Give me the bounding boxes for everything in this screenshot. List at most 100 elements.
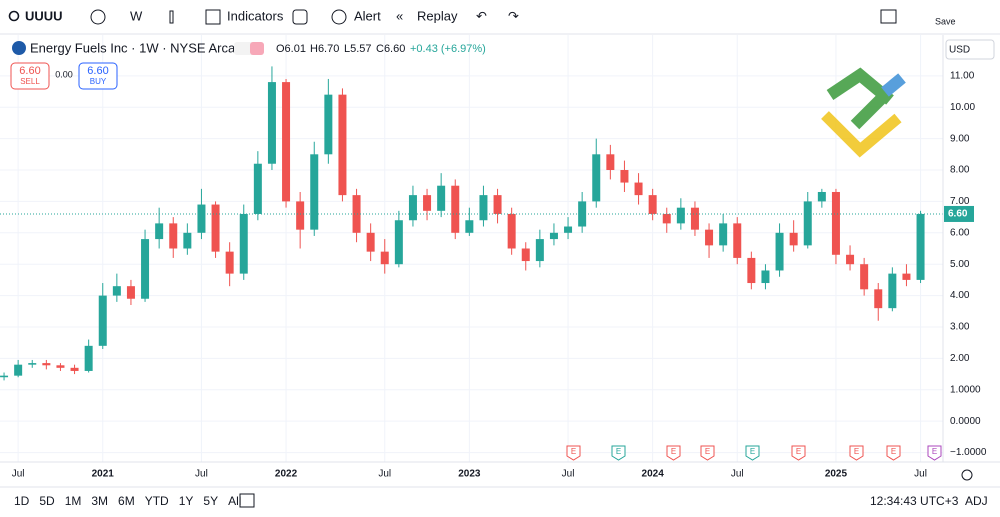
event[interactable]: E [666,445,681,461]
templates-icon[interactable] [292,9,308,25]
candle-body [296,201,305,230]
event-label[interactable]: E [571,447,576,456]
candle-body [408,195,417,221]
logo-yellow [821,111,902,158]
currency[interactable]: USD [949,45,970,56]
candle-body [789,232,798,246]
x-tick-label: Jul [914,469,927,480]
event-label[interactable]: E [891,447,896,456]
x-tick-label: Jul [731,469,744,480]
x-tick-label: 2024 [642,469,665,480]
candle-body [874,289,883,309]
event-label[interactable]: E [705,447,710,456]
candle-body [846,254,855,265]
candle-body [831,191,840,255]
candle-body [719,223,728,246]
event[interactable]: E [611,445,626,461]
event[interactable]: E [745,445,760,461]
candle-body [310,154,319,230]
legend-title: Energy Fuels Inc · 1W · NYSE Arca [30,40,236,55]
candle-body [169,223,178,249]
legend-high: H6.70 [310,43,339,55]
add-icon[interactable] [90,9,106,25]
event[interactable]: E [700,445,715,461]
candle-body [183,232,192,249]
range-button[interactable]: YTD [145,494,169,508]
event-label[interactable]: E [750,447,755,456]
candle-body [239,213,248,274]
range-button[interactable]: 1M [65,494,82,508]
range-button[interactable]: 5Y [203,494,218,508]
symbol[interactable]: UUUU [25,8,63,23]
candle-body [253,163,262,214]
y-tick-label: 7.00 [950,196,970,207]
logo-green2 [850,90,890,130]
candle-body [705,229,714,246]
event[interactable]: E [927,445,942,461]
indicators-icon[interactable] [205,9,221,25]
range-button[interactable]: 5D [39,494,55,508]
candle-body [733,223,742,258]
event[interactable]: E [566,445,581,461]
range-button[interactable]: All [228,494,241,508]
currency-box[interactable] [945,39,995,60]
candle-body [549,232,558,240]
redo[interactable]: ↷ [508,8,519,23]
interval[interactable]: W [130,8,143,23]
event-label[interactable]: E [854,447,859,456]
layout-icon[interactable] [880,9,897,24]
date-range-icon[interactable] [239,493,255,508]
range-button[interactable]: 1D [14,494,30,508]
replay-icon[interactable]: « [396,8,403,23]
spread: 0.00 [55,69,73,79]
settings-icon[interactable] [961,469,973,481]
range-button[interactable]: 6M [118,494,135,508]
x-tick-label: 2023 [458,469,481,480]
candle-body [352,195,361,233]
buy-price[interactable]: 6.60 [87,65,108,77]
x-tick-label: 2021 [92,469,115,480]
alert[interactable]: Alert [354,8,381,23]
buy-label[interactable]: BUY [90,77,107,86]
search-icon[interactable] [8,10,20,22]
buy-button[interactable] [78,62,118,90]
candle-body [888,273,897,309]
event-label[interactable]: E [616,447,621,456]
candle-body [84,345,93,371]
candle-body [366,232,375,252]
event[interactable]: E [886,445,901,461]
event[interactable]: E [849,445,864,461]
candle-body [521,248,530,262]
candle-body [338,94,347,196]
sell-label[interactable]: SELL [20,77,40,86]
candle-icon[interactable] [169,10,174,24]
candle-body [592,154,601,202]
save[interactable]: Save [935,16,956,26]
candle-body [28,363,37,365]
last-price-box [944,205,974,222]
range-button[interactable]: 3M [91,494,108,508]
undo[interactable]: ↶ [476,8,487,23]
x-tick-label: Jul [195,469,208,480]
event[interactable]: E [791,445,806,461]
range-button[interactable]: 1Y [179,494,194,508]
indicators[interactable]: Indicators [227,8,284,23]
sell-button[interactable] [10,62,50,90]
candle-body [535,239,544,262]
candle-body [761,270,770,284]
candle-body [493,195,502,214]
sell-price[interactable]: 6.60 [19,65,40,77]
candle-body [42,363,51,366]
event-label[interactable]: E [932,447,937,456]
legend-toggle2[interactable] [250,42,264,55]
candle-body [564,226,573,233]
candle-body [620,170,629,183]
replay[interactable]: Replay [417,8,458,23]
adj[interactable]: ADJ [965,494,988,508]
alert-icon[interactable] [331,9,347,25]
x-tick-label: 2022 [275,469,298,480]
event-label[interactable]: E [796,447,801,456]
candle-body [423,195,432,211]
event-label[interactable]: E [671,447,676,456]
